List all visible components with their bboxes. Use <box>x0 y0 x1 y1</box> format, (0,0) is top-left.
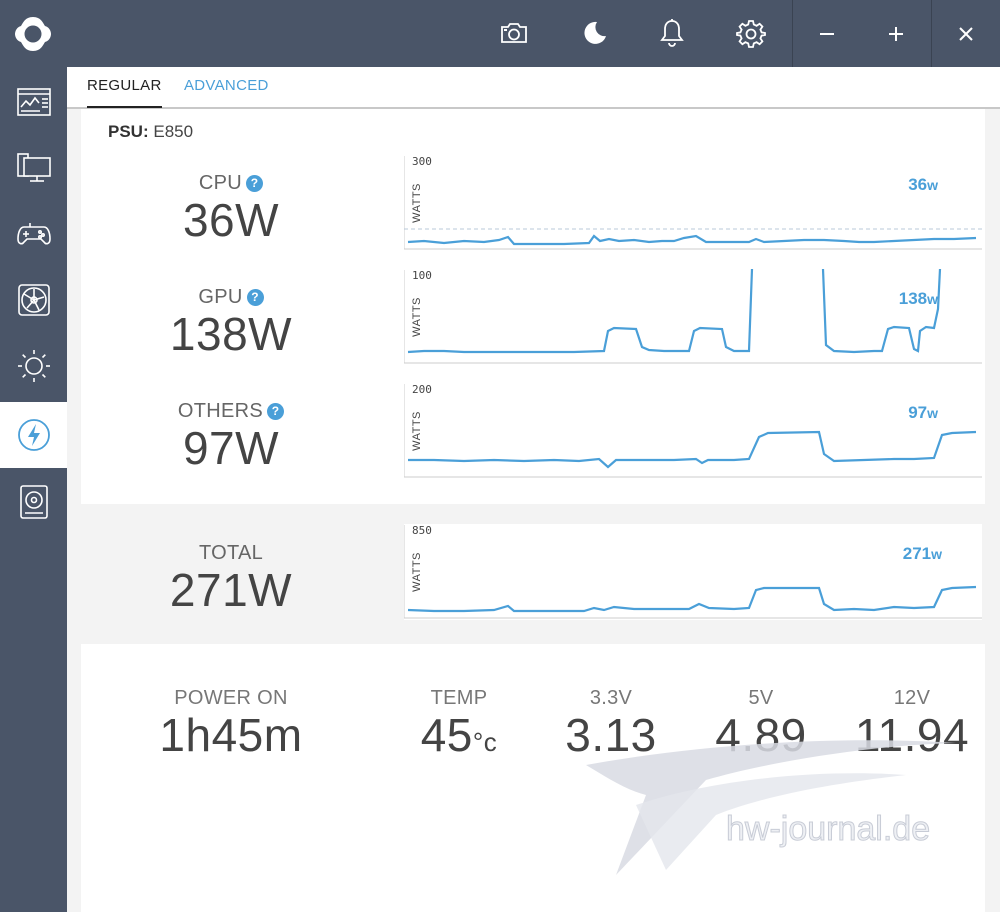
power-icon <box>17 419 50 451</box>
help-icon[interactable]: ? <box>246 175 264 192</box>
v12-stat: 12V 11.94 <box>837 687 987 762</box>
v12-label: 12V <box>893 687 931 709</box>
minimize-button[interactable] <box>793 0 861 67</box>
power-on-label: POWER ON <box>174 687 288 709</box>
total-current-value: 271 <box>902 544 932 563</box>
total-graph-current: 271w <box>898 544 946 564</box>
bell-icon[interactable] <box>655 16 689 50</box>
cpu-graph-current: 36w <box>908 175 938 195</box>
cpu-graph-max: 300 <box>412 155 432 168</box>
maximize-button[interactable] <box>862 0 930 67</box>
dashboard-icon <box>16 88 51 116</box>
sidebar-item-system[interactable] <box>0 135 67 201</box>
cpu-current-value: 36 <box>908 175 928 194</box>
others-value: 97W <box>182 422 280 474</box>
v33-label: 3.3V <box>589 687 633 709</box>
v33-stat: 3.3V 3.13 <box>541 687 681 762</box>
total-graph-unit: WATTS <box>410 548 424 598</box>
total-value: 271W <box>169 564 293 616</box>
gpu-graph-unit-label: WATTS <box>411 297 423 337</box>
camera-icon[interactable] <box>497 16 531 50</box>
temp-value: 45°c <box>399 708 519 762</box>
title-bar <box>0 0 1000 67</box>
gpu-label: GPU <box>198 286 243 308</box>
lighting-icon <box>17 350 50 382</box>
gpu-current-value: 138 <box>898 289 928 308</box>
cpu-label: CPU <box>198 172 243 194</box>
sidebar-item-lighting[interactable] <box>0 333 67 399</box>
temp-label: TEMP <box>430 687 488 709</box>
v12-value: 11.94 <box>854 709 970 761</box>
main-content: PSU: E850 CPU? 36W 300 WATTS 36w GPU? 13… <box>67 109 1000 912</box>
total-graph-plot <box>404 525 982 619</box>
psu-model: E850 <box>153 122 194 141</box>
gpu-value: 138W <box>169 308 293 360</box>
others-label: OTHERS <box>177 400 264 422</box>
help-icon[interactable]: ? <box>246 289 264 306</box>
cpu-metric: CPU? 36W <box>81 172 381 247</box>
others-current-value: 97 <box>908 403 928 422</box>
total-graph-unit-label: WATTS <box>411 552 423 592</box>
others-graph-unit-label: WATTS <box>411 411 423 451</box>
v33-value: 3.13 <box>565 709 657 761</box>
moon-icon[interactable] <box>577 16 611 50</box>
others-metric: OTHERS? 97W <box>81 400 381 475</box>
sidebar-item-storage[interactable] <box>0 469 67 535</box>
tab-advanced[interactable]: ADVANCED <box>184 77 269 94</box>
cpu-graph-unit: WATTS <box>410 179 424 229</box>
gpu-graph: 100 WATTS 138w <box>404 269 982 365</box>
total-graph-max: 850 <box>412 524 432 537</box>
gpu-current-unit: w <box>927 291 938 307</box>
others-graph-current: 97w <box>908 403 938 423</box>
others-graph-max: 200 <box>412 383 432 396</box>
others-graph-unit: WATTS <box>410 407 424 457</box>
power-on-value: 1h45m <box>159 709 303 761</box>
psu-label: PSU: E850 <box>108 122 193 142</box>
tab-bar: REGULAR ADVANCED <box>67 67 1000 109</box>
others-graph: 200 WATTS 97w <box>404 383 982 479</box>
cpu-graph: 300 WATTS 36w <box>404 155 982 251</box>
app-logo-icon <box>12 14 54 54</box>
sidebar-item-power[interactable] <box>0 402 67 468</box>
gpu-graph-unit: WATTS <box>410 293 424 343</box>
sidebar-item-dashboard[interactable] <box>0 69 67 135</box>
cpu-value: 36W <box>182 194 280 246</box>
storage-icon <box>19 485 48 519</box>
gpu-graph-max: 100 <box>412 269 432 282</box>
others-graph-plot <box>404 384 982 478</box>
cpu-current-unit: w <box>927 177 938 193</box>
psu-label-key: PSU: <box>108 122 149 141</box>
total-current-unit: w <box>931 546 942 562</box>
fan-icon <box>17 284 50 316</box>
temp-unit: °c <box>472 727 498 757</box>
total-graph: 850 WATTS 271w <box>404 524 982 620</box>
rails-panel: PSU: E850 CPU? 36W 300 WATTS 36w GPU? 13… <box>81 109 985 504</box>
total-label: TOTAL <box>198 542 264 564</box>
watermark-logo: hw-journal.de <box>576 735 976 890</box>
close-button[interactable] <box>932 0 1000 67</box>
total-metric: TOTAL 271W <box>81 542 381 617</box>
monitor-icon <box>16 153 51 182</box>
power-on-stat: POWER ON 1h45m <box>121 687 341 762</box>
sidebar-item-gaming[interactable] <box>0 201 67 267</box>
gamepad-icon <box>16 223 51 245</box>
toolbar-divider <box>931 0 932 67</box>
toolbar-divider <box>792 0 793 67</box>
sidebar-item-cooling[interactable] <box>0 267 67 333</box>
gear-icon[interactable] <box>734 16 768 50</box>
gpu-graph-current: 138w <box>899 289 938 309</box>
tab-regular[interactable]: REGULAR <box>87 77 162 108</box>
temp-value-number: 45 <box>420 709 473 761</box>
svg-text:hw-journal.de: hw-journal.de <box>726 810 930 848</box>
help-icon[interactable]: ? <box>267 403 285 420</box>
gpu-graph-plot <box>404 269 982 364</box>
cpu-graph-unit-label: WATTS <box>411 183 423 223</box>
temp-stat: TEMP 45°c <box>399 687 519 762</box>
total-section: TOTAL 271W 850 WATTS 271w <box>81 504 985 644</box>
gpu-metric: GPU? 138W <box>81 286 381 361</box>
sidebar <box>0 67 67 912</box>
others-current-unit: w <box>927 405 938 421</box>
v5-label: 5V <box>748 687 774 709</box>
cpu-graph-plot <box>404 156 982 250</box>
